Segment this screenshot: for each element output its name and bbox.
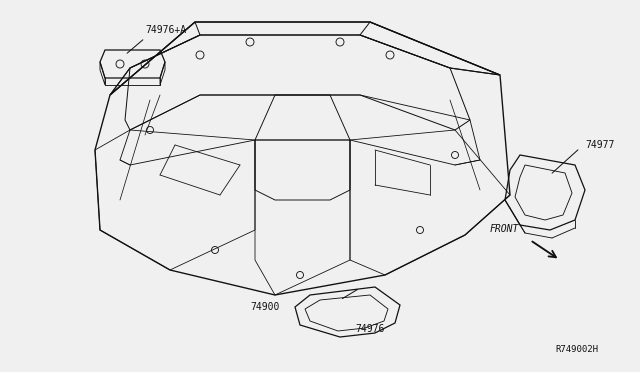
Text: 74976+A: 74976+A <box>145 25 186 35</box>
Text: FRONT: FRONT <box>490 224 520 234</box>
Text: 74977: 74977 <box>585 140 614 150</box>
Text: R749002H: R749002H <box>555 345 598 354</box>
Text: 74976: 74976 <box>355 324 385 334</box>
Text: 74900: 74900 <box>250 302 280 312</box>
